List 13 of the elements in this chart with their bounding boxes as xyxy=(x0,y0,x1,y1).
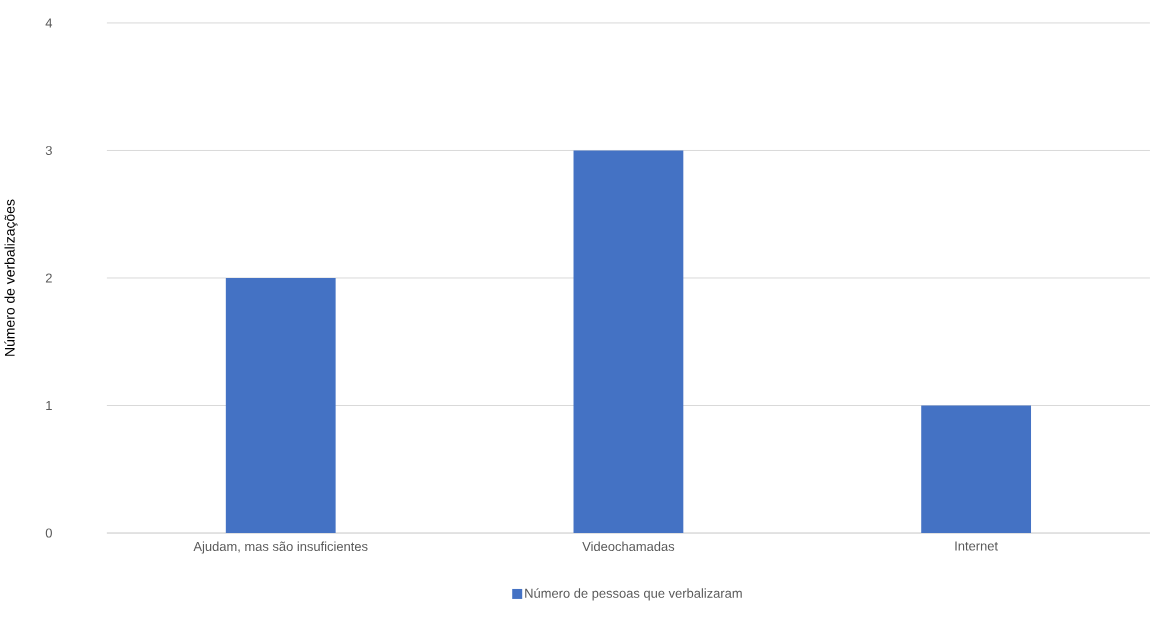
legend-label: Número de pessoas que verbalizaram xyxy=(525,588,742,601)
x-tick-label: Ajudam, mas são insuficientes xyxy=(193,541,368,554)
x-tick-label: Internet xyxy=(955,541,998,551)
y-tick-label: 2 xyxy=(45,273,52,283)
y-tick-label: 3 xyxy=(45,145,52,156)
bar xyxy=(225,278,336,534)
y-tick-label: 0 xyxy=(45,528,52,538)
y-tick-label: 4 xyxy=(45,18,53,28)
x-tick-label: Videochamadas xyxy=(582,541,675,552)
bar xyxy=(921,405,1032,534)
bar xyxy=(573,150,684,534)
y-tick-label: 1 xyxy=(46,401,52,411)
y-axis-title: Número de verbalizações xyxy=(4,199,18,356)
